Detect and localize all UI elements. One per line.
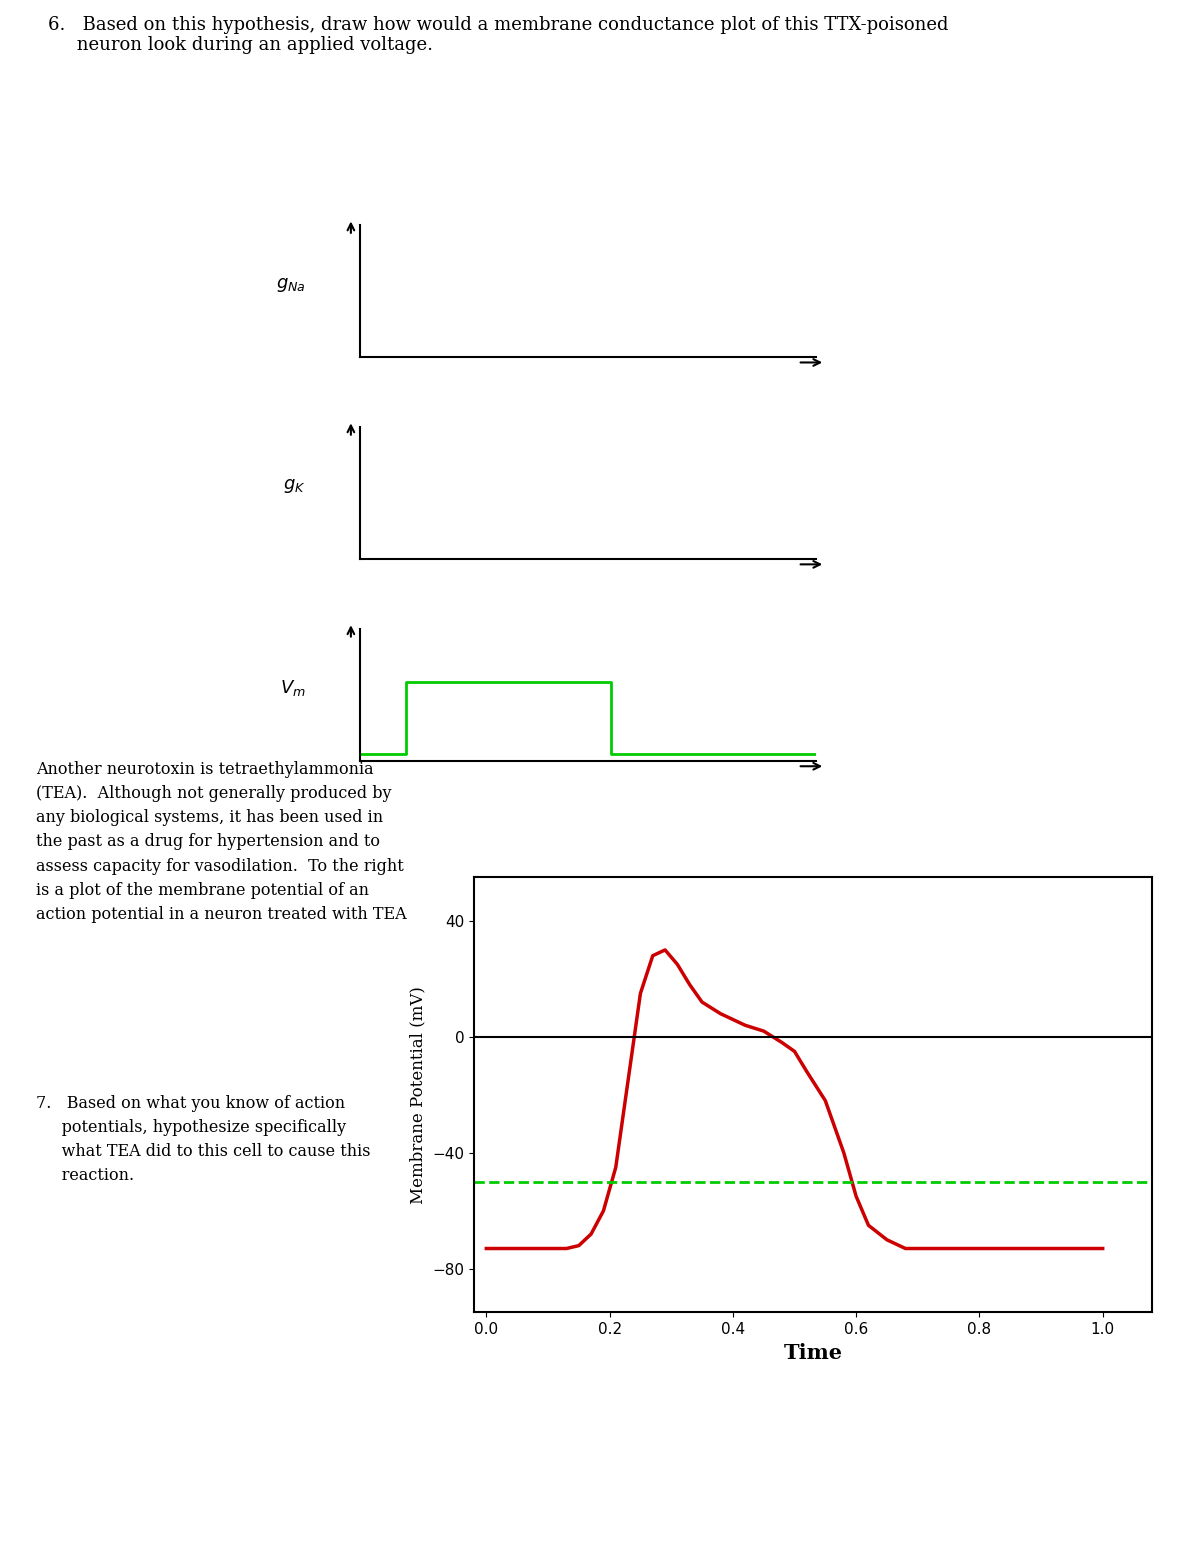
Text: 6.   Based on this hypothesis, draw how would a membrane conductance plot of thi: 6. Based on this hypothesis, draw how wo… — [48, 16, 948, 54]
Text: 7.   Based on what you know of action
     potentials, hypothesize specifically
: 7. Based on what you know of action pote… — [36, 1095, 371, 1185]
Text: $g_{Na}$: $g_{Na}$ — [276, 275, 305, 294]
Y-axis label: Membrane Potential (mV): Membrane Potential (mV) — [409, 986, 427, 1204]
Text: $V_m$: $V_m$ — [280, 679, 305, 699]
X-axis label: Time: Time — [784, 1342, 842, 1362]
Text: $g_{K}$: $g_{K}$ — [283, 477, 305, 495]
Text: Another neurotoxin is tetraethylammonia
(TEA).  Although not generally produced : Another neurotoxin is tetraethylammonia … — [36, 761, 407, 922]
